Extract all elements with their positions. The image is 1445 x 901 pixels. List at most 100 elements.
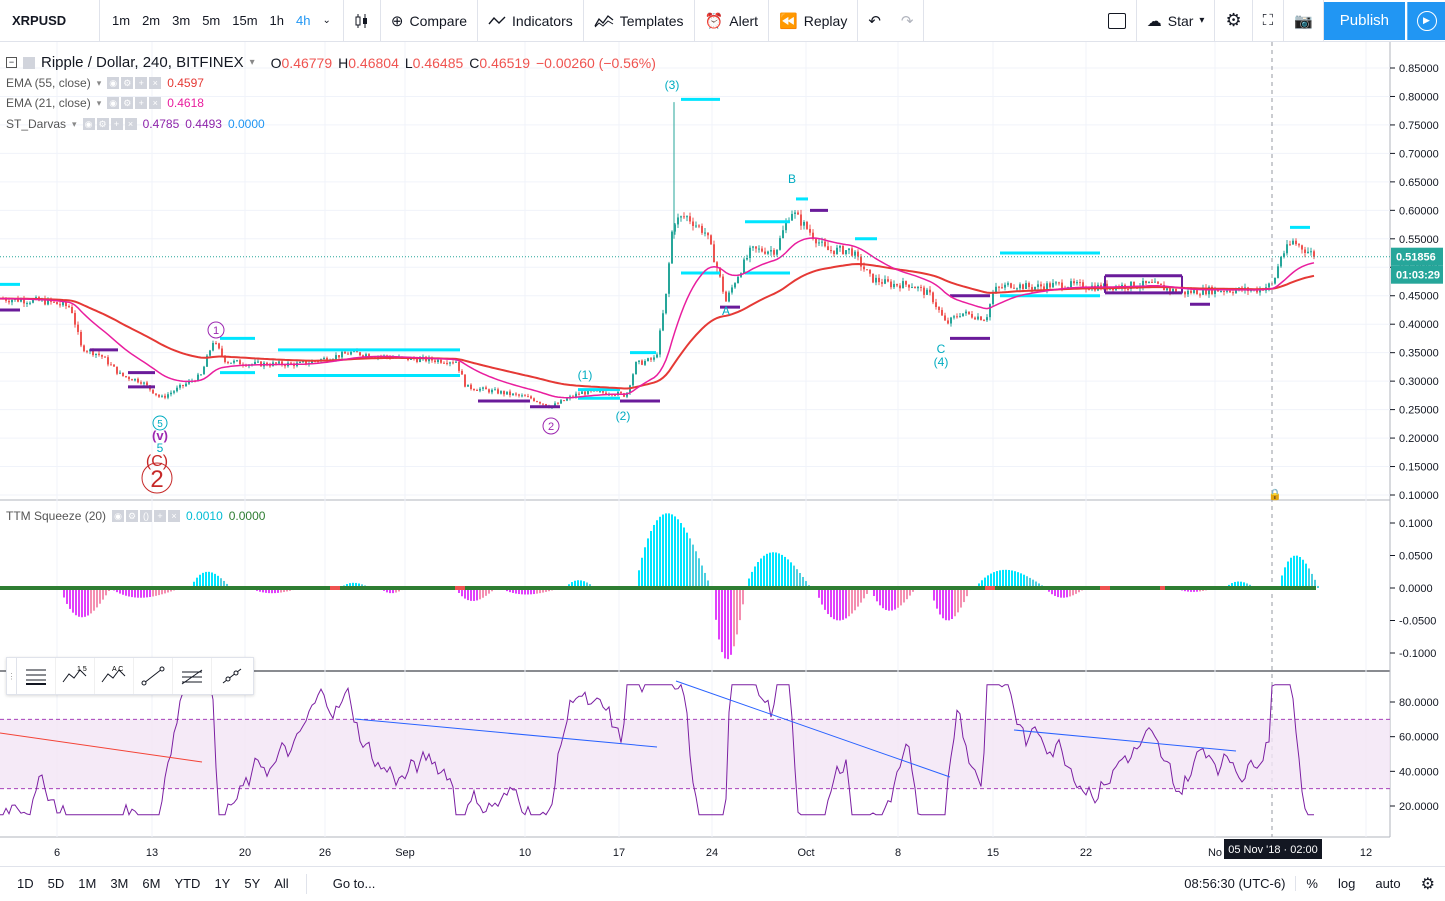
fib-lines-icon[interactable]: [173, 658, 212, 694]
legend-actions[interactable]: ◉⚙+×: [107, 77, 161, 89]
ema55-legend[interactable]: EMA (55, close) ▾ ◉⚙+× 0.4597: [6, 76, 204, 90]
interval-5m[interactable]: 5m: [196, 13, 226, 28]
range-1m[interactable]: 1M: [71, 876, 103, 891]
chevron-down-icon[interactable]: ▾: [250, 57, 255, 68]
interval-15m[interactable]: 15m: [226, 13, 263, 28]
indicators-button[interactable]: Indicators: [478, 0, 584, 42]
chevron-down-icon[interactable]: ⌄: [316, 15, 336, 26]
candle-body: [863, 267, 865, 270]
candle-body: [461, 371, 463, 375]
correction-wave-icon[interactable]: A C: [95, 658, 134, 694]
ttm-bar: [754, 566, 756, 588]
ttm-bar: [1308, 568, 1310, 588]
candle-body: [644, 361, 646, 365]
interval-2m[interactable]: 2m: [136, 13, 166, 28]
redo-button[interactable]: ↷: [891, 0, 925, 42]
range-5y[interactable]: 5Y: [237, 876, 267, 891]
range-all[interactable]: All: [267, 876, 295, 891]
candle-body: [566, 399, 568, 401]
candle-body: [536, 401, 538, 402]
candle-body: [104, 357, 106, 358]
publish-button[interactable]: Publish: [1324, 2, 1405, 40]
range-3m[interactable]: 3M: [103, 876, 135, 891]
candle-body: [782, 230, 784, 238]
fullscreen-button[interactable]: ⛶: [1253, 0, 1285, 42]
star-button[interactable]: ☁ Star ▾: [1137, 0, 1216, 42]
gear-icon[interactable]: ⚙: [1411, 874, 1445, 894]
ray-icon[interactable]: [212, 658, 251, 694]
play-button[interactable]: ▶: [1407, 2, 1445, 40]
candle-body: [926, 290, 928, 295]
undo-button[interactable]: ↶: [858, 0, 891, 42]
wave-label-2: (2): [616, 409, 631, 423]
play-icon: ▶: [1417, 11, 1437, 31]
interval-3m[interactable]: 3m: [166, 13, 196, 28]
candle-body: [452, 362, 454, 363]
ttm-bar: [689, 538, 691, 588]
goto-button[interactable]: Go to...: [306, 874, 376, 894]
ttm-bar: [897, 588, 899, 608]
collapse-icon[interactable]: −: [6, 57, 17, 68]
ttm-bar: [718, 588, 720, 639]
auto-toggle[interactable]: auto: [1365, 876, 1410, 891]
candle-body: [806, 222, 808, 229]
ttm-bar: [796, 569, 798, 588]
candle-body: [929, 290, 931, 293]
impulse-wave-icon[interactable]: 1 5: [56, 658, 95, 694]
chart-canvas[interactable]: 0.850000.800000.750000.700000.650000.600…: [0, 42, 1445, 866]
percent-toggle[interactable]: %: [1296, 876, 1328, 891]
chart-type-button[interactable]: [344, 0, 381, 42]
price-tick-label: 0.20000: [1399, 433, 1439, 445]
interval-1m[interactable]: 1m: [106, 13, 136, 28]
darvas-legend[interactable]: ST_Darvas ▾ ◉⚙+× 0.4785 0.4493 0.0000: [6, 117, 265, 131]
candle-body: [809, 229, 811, 233]
candle-body: [503, 391, 505, 394]
candle-body: [179, 385, 181, 388]
symbol-search[interactable]: XRPUSD: [0, 0, 100, 42]
candle-body: [323, 358, 325, 359]
legend-actions[interactable]: ◉⚙+×: [83, 118, 137, 130]
candle-body: [677, 217, 679, 224]
alert-button[interactable]: ⏰ Alert: [695, 0, 769, 42]
format-lines-icon[interactable]: [17, 658, 56, 694]
drag-handle-icon[interactable]: ⋮: [7, 658, 17, 694]
candle-body: [275, 362, 277, 363]
legend-actions[interactable]: ◉⚙()+×: [112, 510, 180, 522]
candle-body: [698, 226, 700, 227]
log-toggle[interactable]: log: [1328, 876, 1365, 891]
templates-button[interactable]: Templates: [584, 0, 695, 42]
legend-actions[interactable]: ◉⚙+×: [107, 97, 161, 109]
ttm-legend[interactable]: TTM Squeeze (20) ◉⚙()+× 0.0010 0.0000: [6, 509, 265, 523]
settings-button[interactable]: ⚙: [1215, 0, 1252, 42]
ttm-bar: [692, 545, 694, 588]
chevron-down-icon: ▾: [97, 78, 102, 89]
compare-button[interactable]: ⊕ Compare: [381, 0, 478, 42]
fullscreen-layout-button[interactable]: [1098, 0, 1137, 42]
ema55-value: 0.4597: [167, 76, 204, 90]
snapshot-button[interactable]: 📷: [1284, 0, 1324, 42]
candle-body: [977, 317, 979, 320]
candle-body: [203, 367, 205, 375]
candle-body: [86, 351, 88, 352]
clock-time[interactable]: 08:56:30 (UTC-6): [1174, 876, 1296, 891]
trend-line-icon[interactable]: [134, 658, 173, 694]
ttm-bar: [701, 566, 703, 588]
ttm-bar: [99, 588, 101, 604]
candle-body: [773, 250, 775, 255]
range-1y[interactable]: 1Y: [207, 876, 237, 891]
candle-body: [344, 352, 346, 354]
range-1d[interactable]: 1D: [10, 876, 41, 891]
interval-1h[interactable]: 1h: [264, 13, 290, 28]
ema21-legend[interactable]: EMA (21, close) ▾ ◉⚙+× 0.4618: [6, 96, 204, 110]
range-5d[interactable]: 5D: [41, 876, 72, 891]
interval-4h[interactable]: 4h: [290, 13, 316, 28]
replay-button[interactable]: ⏪ Replay: [769, 0, 858, 42]
candle-body: [485, 387, 487, 389]
wave-label-3: (3): [665, 78, 680, 92]
candle-body: [947, 320, 949, 323]
candle-body: [1034, 287, 1036, 290]
candle-body: [647, 358, 649, 361]
range-6m[interactable]: 6M: [135, 876, 167, 891]
range-ytd[interactable]: YTD: [167, 876, 207, 891]
